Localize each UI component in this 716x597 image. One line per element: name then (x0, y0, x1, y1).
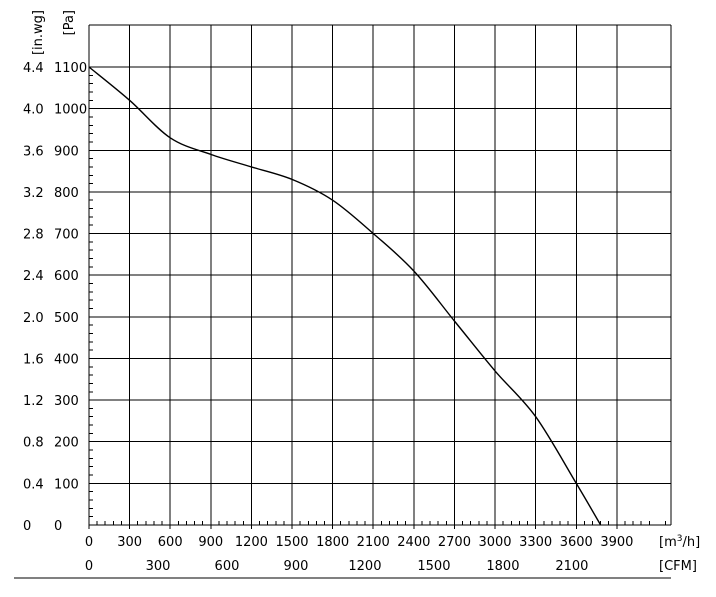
x-tick-label-cfm: 300 (146, 559, 171, 574)
x-tick-label-cfm: 1800 (486, 559, 519, 574)
y-tick-label-pa: 1100 (54, 61, 87, 76)
y-tick-label-inwg: 1.6 (23, 352, 44, 367)
y-unit-left-label: [in.wg] (31, 10, 46, 55)
y-unit-right-label: [Pa] (62, 10, 77, 35)
x-tick-label-m3h: 3600 (560, 535, 593, 550)
y-tick-label-pa: 0 (54, 519, 62, 534)
y-tick-label-pa: 900 (54, 144, 79, 159)
x-tick-label-m3h: 2400 (397, 535, 430, 550)
y-tick-label-pa: 400 (54, 352, 79, 367)
x-tick-label-cfm: 900 (284, 559, 309, 574)
x-tick-label-m3h: 1200 (235, 535, 268, 550)
y-tick-label-inwg: 4.0 (23, 103, 44, 118)
x-tick-label-m3h: 300 (117, 535, 142, 550)
y-tick-label-pa: 700 (54, 228, 79, 243)
x-tick-label-cfm: 2100 (555, 559, 588, 574)
axes (14, 24, 672, 579)
y-tick-label-inwg: 0 (23, 519, 31, 534)
minor-ticks (88, 74, 667, 529)
x-tick-label-m3h: 1800 (316, 535, 349, 550)
x-tick-label-m3h: 3300 (519, 535, 552, 550)
x-tick-label-m3h: 3900 (600, 535, 633, 550)
x-tick-label-m3h: 900 (198, 535, 223, 550)
curve-layer (88, 66, 602, 526)
y-tick-label-inwg: 1.2 (23, 394, 44, 409)
x-tick-label-m3h: 600 (158, 535, 183, 550)
y-tick-label-inwg: 2.8 (23, 228, 44, 243)
y-tick-label-pa: 500 (54, 311, 79, 326)
x-tick-label-cfm: 0 (85, 559, 93, 574)
x-tick-label-m3h: 1500 (275, 535, 308, 550)
y-tick-label-pa: 800 (54, 186, 79, 201)
x-tick-label-m3h: 2100 (357, 535, 390, 550)
x-tick-label-m3h: 2700 (438, 535, 471, 550)
x-tick-label-cfm: 600 (215, 559, 240, 574)
y-tick-label-pa: 600 (54, 269, 79, 284)
y-tick-label-inwg: 2.4 (23, 269, 44, 284)
y-tick-label-pa: 300 (54, 394, 79, 409)
y-tick-label-inwg: 3.2 (23, 186, 44, 201)
x-unit-primary-label: [m3/h] (659, 534, 700, 550)
y-tick-label-inwg: 0.4 (23, 477, 44, 492)
y-tick-label-pa: 1000 (54, 103, 87, 118)
y-tick-label-inwg: 0.8 (23, 436, 44, 451)
y-tick-label-pa: 100 (54, 477, 79, 492)
y-tick-label-inwg: 4.4 (23, 61, 44, 76)
pressure-flow-curve (88, 66, 602, 526)
tick-labels: 0 300 600 900 1200 1500 1800 2100 2400 2700 3000 33… (23, 61, 633, 574)
grid (89, 25, 671, 525)
x-unit-secondary-label: [CFM] (659, 559, 697, 574)
x-tick-label-cfm: 1500 (417, 559, 450, 574)
x-tick-label-m3h: 0 (85, 535, 93, 550)
y-tick-label-inwg: 2.0 (23, 311, 44, 326)
x-tick-label-m3h: 3000 (478, 535, 511, 550)
x-tick-label-cfm: 1200 (348, 559, 381, 574)
y-tick-label-inwg: 3.6 (23, 144, 44, 159)
y-tick-label-pa: 200 (54, 436, 79, 451)
